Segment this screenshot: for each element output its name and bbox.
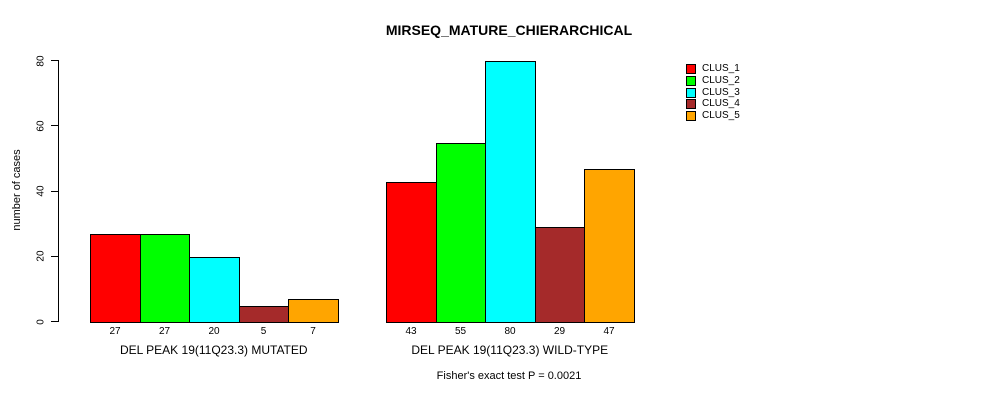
bar-clus_5 xyxy=(584,169,635,323)
y-axis-tick xyxy=(51,125,59,127)
legend-swatch-clus_2 xyxy=(686,75,696,86)
legend-label: CLUS_3 xyxy=(702,86,740,98)
legend-swatch-clus_1 xyxy=(686,64,696,74)
y-axis-label: number of cases xyxy=(11,149,23,231)
bar-value-label: 7 xyxy=(310,326,316,337)
x-category-label: DEL PEAK 19(11Q23.3) WILD-TYPE xyxy=(411,343,609,357)
legend-swatch-clus_3 xyxy=(686,87,696,98)
legend-swatch-clus_5 xyxy=(686,111,696,121)
y-axis-tick-label: 0 xyxy=(35,318,47,325)
legend-item: CLUS_5 xyxy=(686,110,740,122)
y-axis-tick xyxy=(51,60,59,61)
legend-item: CLUS_1 xyxy=(686,63,740,75)
y-axis-tick xyxy=(51,321,59,322)
legend-item: CLUS_4 xyxy=(686,98,740,110)
y-axis-tick-label: 80 xyxy=(35,54,47,67)
legend-label: CLUS_1 xyxy=(702,63,740,74)
y-axis-tick xyxy=(51,190,59,192)
x-category-label: DEL PEAK 19(11Q23.3) MUTATED xyxy=(119,343,308,357)
legend-swatch-clus_4 xyxy=(686,99,696,110)
legend-item: CLUS_3 xyxy=(686,87,740,99)
bar-clus_1 xyxy=(90,234,141,323)
bar-value-label: 27 xyxy=(109,326,121,337)
y-axis-tick-label: 40 xyxy=(35,185,47,197)
chart-title: MIRSEQ_MATURE_CHIERARCHICAL xyxy=(385,22,633,38)
bar-clus_4 xyxy=(239,306,289,323)
legend-label: CLUS_2 xyxy=(702,74,740,86)
bar-clus_2 xyxy=(436,143,486,323)
bar-clus_1 xyxy=(386,182,437,323)
bar-value-label: 80 xyxy=(504,326,516,337)
y-axis-tick-label: 20 xyxy=(35,250,47,262)
legend-label: CLUS_4 xyxy=(702,98,740,110)
y-axis-tick xyxy=(51,255,59,257)
legend-label: CLUS_5 xyxy=(702,110,740,121)
bar-clus_4 xyxy=(535,227,585,323)
annotation-text: Fisher's exact test P = 0.0021 xyxy=(436,370,582,382)
legend-item: CLUS_2 xyxy=(686,75,740,87)
bar-value-label: 47 xyxy=(603,326,615,337)
bar-clus_3 xyxy=(189,257,240,323)
y-axis-tick-label: 60 xyxy=(35,120,47,132)
bar-value-label: 43 xyxy=(405,326,417,337)
bar-clus_2 xyxy=(140,234,190,323)
bar-value-label: 27 xyxy=(158,326,171,337)
bar-clus_3 xyxy=(485,61,536,323)
bar-clus_5 xyxy=(288,299,339,323)
bar-value-label: 29 xyxy=(553,326,566,337)
bar-value-label: 20 xyxy=(208,326,220,337)
bar-value-label: 5 xyxy=(260,326,267,337)
bar-value-label: 55 xyxy=(454,326,467,337)
